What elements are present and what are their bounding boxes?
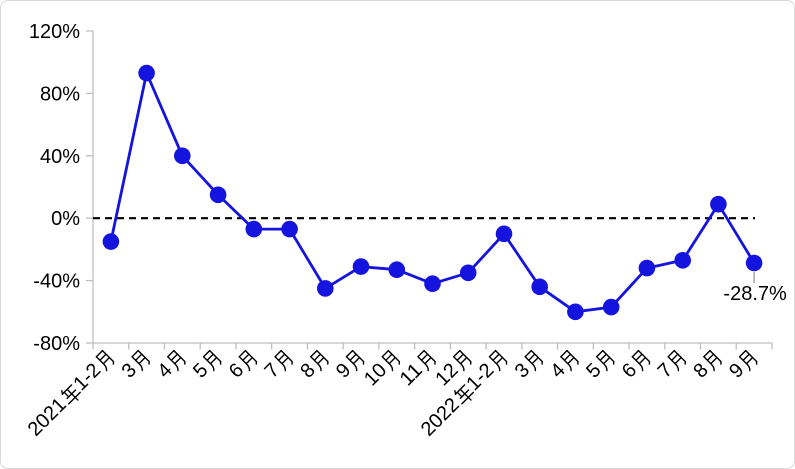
cjk-glyph-yue (381, 349, 401, 372)
cjk-glyph-yue (595, 349, 615, 372)
data-point (281, 220, 298, 238)
x-tick-label-text: 2021 (24, 394, 71, 441)
x-tick-label: 9 (332, 349, 365, 383)
y-tick-label: 40% (40, 146, 80, 168)
y-tick-label: 80% (40, 83, 80, 105)
cjk-glyph-yue (202, 349, 222, 372)
x-tick-label-text: 11 (396, 359, 427, 390)
cjk-glyph-yue (631, 349, 651, 372)
cjk-glyph-yue (667, 349, 686, 372)
data-point (567, 303, 584, 321)
data-point (352, 258, 370, 275)
x-tick-label: 7 (261, 349, 293, 383)
cjk-glyph-yue (452, 349, 472, 372)
x-tick-label: 3 (118, 349, 150, 383)
data-point (388, 261, 406, 279)
cjk-glyph-yue (310, 349, 329, 372)
data-point (531, 278, 548, 296)
x-tick-label: 3 (511, 349, 543, 383)
cjk-glyph-yue (345, 349, 365, 372)
data-point (459, 264, 477, 282)
x-tick-label-text: 2022 (417, 394, 464, 441)
x-tick-label: 4 (546, 349, 579, 383)
cjk-glyph-yue (131, 349, 150, 372)
cjk-glyph-nian (454, 384, 474, 405)
cjk-glyph-yue (488, 349, 508, 372)
cjk-glyph-yue (167, 349, 186, 372)
y-tick-label: 120% (29, 21, 80, 43)
cjk-glyph-yue (274, 349, 293, 372)
x-tick-label: 8 (689, 349, 722, 383)
x-tick-label-text: 1-2 (462, 359, 498, 395)
data-point (317, 280, 334, 297)
data-point (710, 195, 727, 213)
data-point (138, 64, 155, 82)
x-tick-label-text: 1-2 (69, 359, 105, 395)
data-point (245, 220, 263, 238)
cjk-glyph-yue (524, 349, 543, 372)
x-tick-label-text: 10 (360, 359, 391, 390)
cjk-glyph-nian (61, 384, 81, 405)
x-tick-label: 4 (153, 349, 186, 383)
data-point (209, 186, 227, 204)
data-point (174, 147, 191, 165)
data-point (102, 233, 120, 250)
cjk-glyph-yue (560, 349, 579, 372)
x-tick-label: 5 (189, 349, 222, 383)
cjk-glyph-yue (238, 349, 258, 372)
cjk-glyph-yue (95, 349, 115, 372)
data-point (638, 259, 656, 277)
cjk-glyph-yue (703, 349, 722, 372)
x-tick-label-text: 12 (431, 359, 462, 390)
x-tick-label: 8 (296, 349, 329, 383)
y-tick-label: -80% (33, 333, 80, 355)
x-tick-label: 5 (582, 349, 615, 383)
data-point (745, 254, 763, 272)
x-tick-label: 9 (725, 349, 758, 383)
x-tick-label: 7 (654, 349, 686, 383)
x-tick-label: 6 (225, 349, 258, 383)
x-tick-label: 6 (618, 349, 651, 383)
data-point (602, 298, 620, 316)
y-tick-label: -40% (33, 271, 80, 293)
x-tick-label: 11 (396, 349, 436, 390)
x-tick-label: 10 (360, 349, 401, 390)
data-point (495, 225, 513, 243)
data-point (674, 251, 691, 269)
y-tick-label: 0% (51, 208, 80, 230)
cjk-glyph-yue (738, 349, 758, 372)
data-point (424, 275, 441, 293)
last-point-value-label: -28.7% (723, 283, 787, 305)
cjk-glyph-yue (417, 349, 436, 372)
